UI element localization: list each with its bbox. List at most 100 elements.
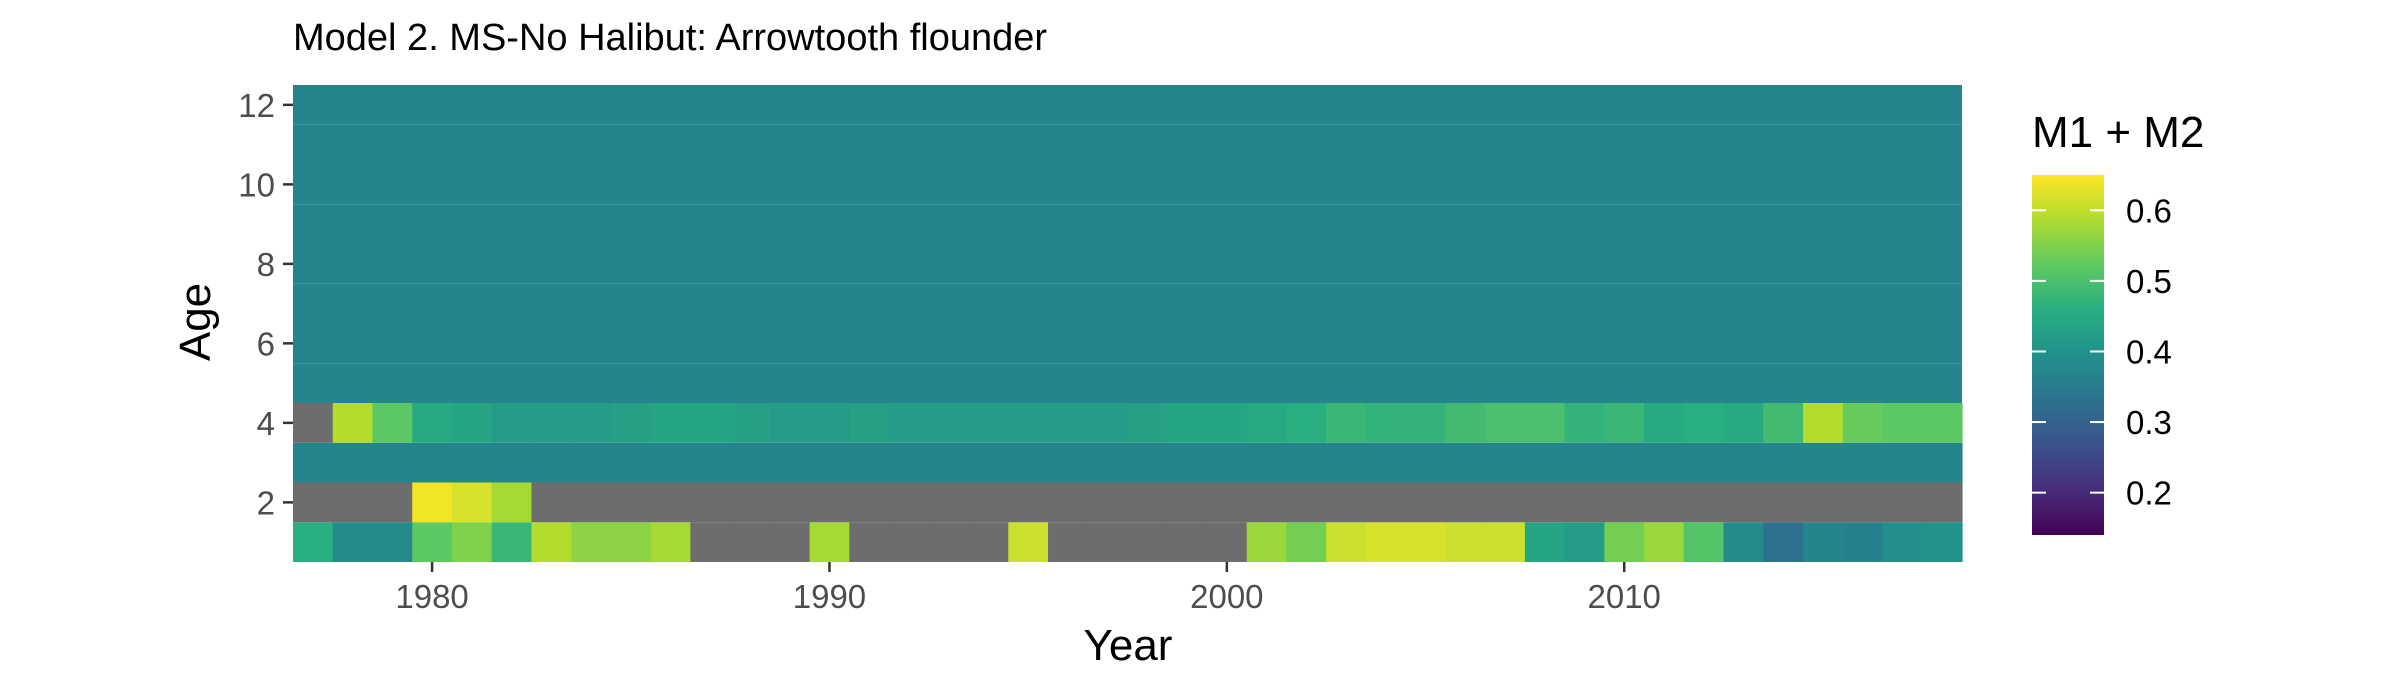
heatmap-cell — [1723, 482, 1764, 523]
heatmap-cell — [1127, 482, 1168, 523]
y-tick-label: 6 — [257, 325, 275, 362]
heatmap-cell — [1326, 442, 1367, 483]
heatmap-cell — [1246, 403, 1288, 443]
heatmap-cell — [1604, 522, 1645, 562]
heatmap-cell — [491, 482, 533, 523]
heatmap-cell — [769, 522, 811, 562]
heatmap-cell — [1683, 442, 1725, 483]
heatmap-cell — [1604, 403, 1645, 443]
heatmap-cell — [531, 482, 572, 523]
heatmap-cell — [928, 442, 970, 483]
heatmap-cell — [889, 522, 930, 562]
heatmap-cell — [1604, 482, 1645, 523]
heatmap-cell — [849, 403, 890, 443]
legend-tick-label: 0.3 — [2126, 404, 2172, 441]
heatmap-cell — [1087, 403, 1129, 443]
heatmap-cell — [1524, 482, 1566, 523]
heatmap-cell — [451, 403, 493, 443]
heatmap-cell — [1246, 522, 1288, 562]
heatmap-cell — [372, 442, 413, 483]
heatmap-row-age-6 — [293, 323, 1962, 364]
heatmap-cell — [1803, 403, 1844, 443]
heatmap-cell — [332, 482, 374, 523]
heatmap-cells — [293, 85, 1963, 562]
heatmap-cell — [690, 403, 731, 443]
heatmap-cell — [1167, 442, 1208, 483]
x-tick-label: 1990 — [793, 578, 866, 615]
heatmap-cell — [1564, 442, 1605, 483]
heatmap-cell — [1644, 482, 1685, 523]
heatmap-cell — [1564, 482, 1605, 523]
y-tick-label: 8 — [257, 246, 275, 283]
heatmap-cell — [332, 403, 374, 443]
heatmap-cell — [769, 482, 811, 523]
heatmap-cell — [1803, 482, 1844, 523]
y-tick-label: 12 — [238, 87, 275, 124]
heatmap-cell — [1485, 403, 1526, 443]
heatmap-cell — [650, 403, 691, 443]
heatmap-cell — [1008, 403, 1049, 443]
heatmap-cell — [730, 442, 771, 483]
heatmap-cell — [928, 403, 970, 443]
heatmap-cell — [889, 482, 930, 523]
heatmap-cell — [928, 482, 970, 523]
heatmap-cell — [1365, 403, 1407, 443]
heatmap-cell — [1286, 482, 1327, 523]
heatmap-cell — [1087, 522, 1129, 562]
heatmap-cell — [412, 442, 453, 483]
heatmap-cell — [1882, 522, 1923, 562]
heatmap-cell — [968, 442, 1009, 483]
heatmap-cell — [1048, 442, 1089, 483]
heatmap-cell — [610, 522, 652, 562]
heatmap-cell — [1365, 482, 1407, 523]
heatmap-cell — [1763, 403, 1804, 443]
heatmap-cell — [1048, 522, 1089, 562]
heatmap-cell — [1008, 442, 1049, 483]
heatmap-row-age-5 — [293, 363, 1962, 403]
heatmap-cell — [690, 522, 731, 562]
heatmap-cell — [1723, 403, 1764, 443]
y-axis: 2 4 6 8 10 12 — [238, 87, 293, 521]
heatmap-cell — [412, 522, 453, 562]
heatmap-cell — [531, 522, 572, 562]
heatmap-cell — [1326, 522, 1367, 562]
heatmap-cell — [968, 482, 1009, 523]
heatmap-cell — [531, 403, 572, 443]
heatmap-cell — [769, 442, 811, 483]
heatmap-cell — [1922, 522, 1963, 562]
heatmap-cell — [1763, 522, 1804, 562]
heatmap-cell — [1048, 482, 1089, 523]
heatmap-cell — [968, 522, 1009, 562]
heatmap-cell — [809, 442, 850, 483]
heatmap-row-age-7 — [293, 283, 1962, 324]
heatmap-cell — [1365, 522, 1407, 562]
heatmap-cell — [1564, 403, 1605, 443]
heatmap-cell — [1206, 442, 1248, 483]
legend-tick-label: 0.2 — [2126, 475, 2172, 512]
heatmap-cell — [1842, 442, 1884, 483]
heatmap-cell — [1524, 442, 1566, 483]
heatmap-cell — [690, 442, 731, 483]
heatmap-cell — [1405, 403, 1447, 443]
heatmap-cell — [1763, 482, 1804, 523]
heatmap-cell — [650, 522, 691, 562]
heatmap-cell — [809, 482, 850, 523]
heatmap-cell — [1723, 442, 1764, 483]
heatmap-cell — [1922, 442, 1963, 483]
heatmap-cell — [571, 522, 612, 562]
heatmap-cell — [1405, 442, 1447, 483]
heatmap-cell — [730, 482, 771, 523]
heatmap-row-age-11 — [293, 124, 1962, 165]
heatmap-cell — [690, 482, 731, 523]
x-axis-title: Year — [1084, 621, 1173, 670]
heatmap-cell — [1803, 522, 1844, 562]
heatmap-cell — [491, 442, 533, 483]
heatmap-cell — [1683, 403, 1725, 443]
heatmap-row-age-12 — [293, 85, 1962, 125]
heatmap-row-age-8 — [293, 244, 1962, 284]
heatmap-cell — [293, 403, 334, 443]
heatmap-cell — [1644, 522, 1685, 562]
heatmap-cell — [1842, 482, 1884, 523]
heatmap-cell — [1167, 522, 1208, 562]
heatmap-cell — [769, 403, 811, 443]
